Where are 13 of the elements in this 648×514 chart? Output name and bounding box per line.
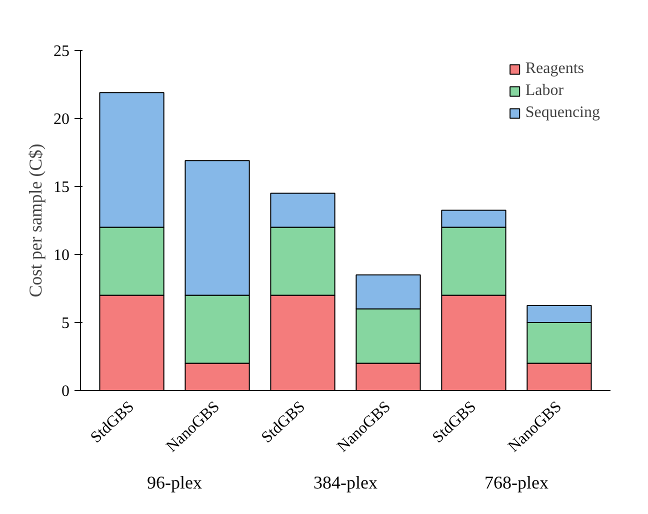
y-tick-label: 20 (54, 111, 70, 128)
legend-label: Reagents (525, 60, 584, 78)
y-tick-label: 5 (62, 315, 70, 332)
y-axis-title: Cost per sample (C$) (26, 144, 46, 298)
legend-label: Sequencing (525, 104, 600, 122)
y-tick-label: 10 (54, 247, 70, 264)
legend-label: Labor (525, 82, 564, 100)
y-tick-label: 15 (54, 179, 70, 196)
y-tick-label: 0 (62, 383, 70, 400)
y-tick-label: 25 (54, 43, 70, 60)
text: 768-plex (484, 472, 548, 492)
text: 384-plex (314, 472, 378, 492)
text: 96-plex (147, 472, 202, 492)
